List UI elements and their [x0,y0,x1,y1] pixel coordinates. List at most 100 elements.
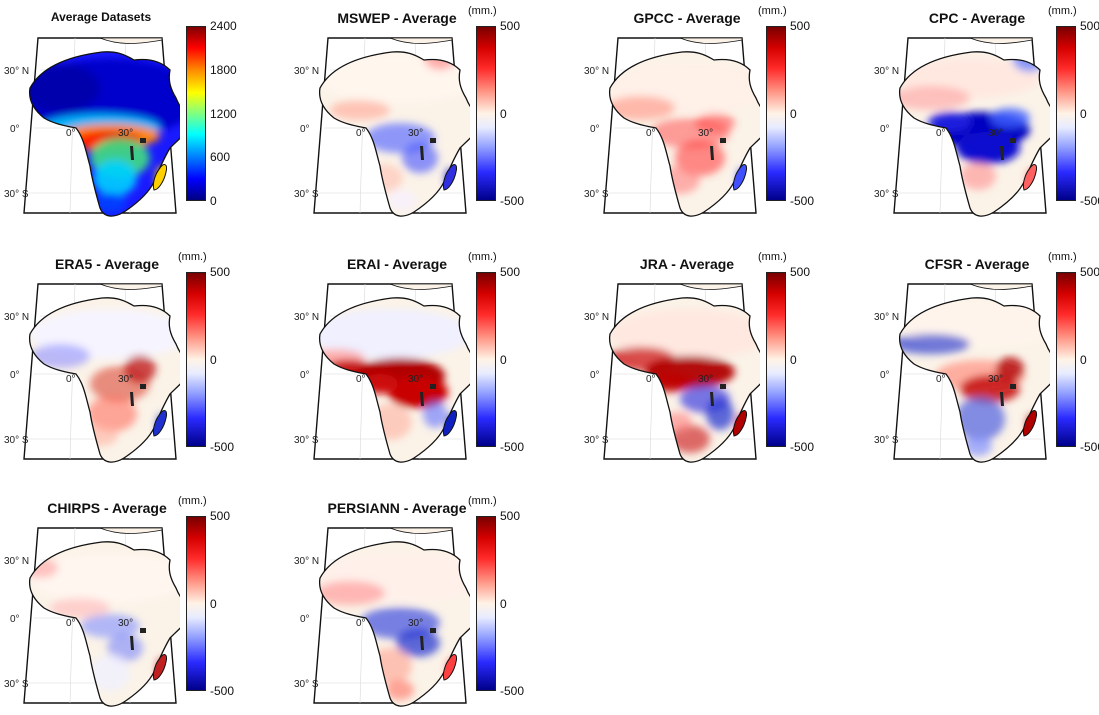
lon-label-30: 30° [118,128,133,139]
colorbar-tick-label: -500 [1080,194,1099,208]
lat-label-30n: 30° N [874,312,899,323]
lon-label-0: 0° [646,128,656,139]
colorbar-tick-label: 500 [1080,19,1099,33]
panel-cfsr: CFSR - Average (mm.) 30° N 0° 30° S 0° 30° 500 0… [870,251,1099,471]
colorbar-tick-label: -500 [500,684,525,698]
colorbar [476,516,496,691]
colorbar [766,272,786,447]
lat-label-30s: 30° S [584,189,609,200]
colorbar-tick-label: 500 [500,265,521,279]
colorbar-tick-label: -500 [500,194,525,208]
colorbar-tick-label: -500 [790,194,815,208]
colorbar [1056,272,1076,447]
panel-title: GPCC - Average [633,10,741,26]
lon-label-30: 30° [408,374,423,385]
colorbar-unit: (mm.) [468,251,497,263]
colorbar-tick-label: 0 [790,352,797,367]
colorbar-tick-label: 500 [500,509,521,523]
lon-label-0: 0° [356,374,366,385]
colorbar-tick-label: 0 [210,352,217,367]
panel-gpcc: GPCC - Average (mm.) 30° N 0° 30° S 0° 30° 500 0… [580,5,840,225]
lon-label-0: 0° [66,374,76,385]
lat-label-30n: 30° N [4,312,29,323]
madagascar [442,410,457,437]
colorbar-tick-label: 500 [1080,265,1099,279]
value-field [899,302,1050,456]
panel-title: ERAI - Average [346,256,448,272]
lat-label-30s: 30° S [294,435,319,446]
lat-label-30n: 30° N [294,66,319,77]
lat-label-30n: 30° N [4,66,29,77]
lat-label-30s: 30° S [584,435,609,446]
lat-label-30s: 30° S [4,189,29,200]
panel-title: MSWEP - Average [337,10,457,26]
lon-label-30: 30° [408,128,423,139]
panel-title: Average Datasets [50,10,152,24]
lat-label-eq: 0° [880,370,890,381]
colorbar-tick-label: 0 [210,596,217,611]
lon-label-0: 0° [936,374,946,385]
lat-label-eq: 0° [10,370,20,381]
colorbar-unit: (mm.) [178,251,207,263]
lat-label-30s: 30° S [294,679,319,690]
panel-persiann: PERSIANN - Average (mm.) 30° N 0° 30° S 0° 30°… [290,495,550,715]
lat-label-30n: 30° N [584,66,609,77]
lon-label-0: 0° [66,128,76,139]
lat-label-30n: 30° N [4,556,29,567]
colorbar-tick-label: 500 [210,509,231,523]
lat-label-eq: 0° [590,370,600,381]
lat-label-eq: 0° [300,124,310,135]
lon-label-0: 0° [646,374,656,385]
colorbar-tick-label: -500 [790,440,815,454]
panel-erai: ERAI - Average (mm.) 30° N 0° 30° S 0° 30° 500 0… [290,251,550,471]
madagascar [732,410,747,437]
lon-label-30: 30° [988,128,1003,139]
africa-map: 30° N 0° 30° S 0° 30° [294,527,470,707]
lon-label-30: 30° [698,128,713,139]
colorbar-tick-label: 0 [1080,106,1087,121]
lat-label-eq: 0° [300,370,310,381]
panel-chirps: CHIRPS - Average (mm.) 30° N 0° 30° S 0° 30° 50… [0,495,260,715]
colorbar-tick-label: 500 [500,19,521,33]
lat-label-30s: 30° S [874,435,899,446]
africa-map: 30° N 0° 30° S 0° 30° [584,37,760,217]
lat-label-30n: 30° N [294,556,319,567]
colorbar [476,26,496,201]
madagascar [1022,410,1037,437]
colorbar [1056,26,1076,201]
colorbar-unit: (mm.) [468,5,497,17]
lat-label-30n: 30° N [874,66,899,77]
panel-title: JRA - Average [639,256,735,272]
lat-label-eq: 0° [10,124,20,135]
panel-title: CHIRPS - Average [47,500,167,516]
lat-label-eq: 0° [590,124,600,135]
panel-era5: ERA5 - Average (mm.) 30° N 0° 30° S 0° 30° 500 0… [0,251,260,471]
africa-map: 30° N 0° 30° S 0° 30° [584,283,760,463]
colorbar-tick-label: 1200 [210,106,237,121]
lon-label-0: 0° [356,128,366,139]
panel-cpc: CPC - Average (mm.) 30° N 0° 30° S 0° 30° 500 0 -… [870,5,1099,225]
lon-label-30: 30° [408,618,423,629]
lon-label-0: 0° [356,618,366,629]
lon-label-30: 30° [698,374,713,385]
lat-label-30s: 30° S [4,435,29,446]
lon-label-30: 30° [988,374,1003,385]
colorbar-tick-label: -500 [1080,440,1099,454]
colorbar-tick-label: -500 [500,440,525,454]
lat-label-30s: 30° S [294,189,319,200]
lat-label-30n: 30° N [294,312,319,323]
colorbar-tick-label: 2400 [210,19,237,33]
madagascar [442,164,457,191]
lon-label-30: 30° [118,374,133,385]
colorbar-unit: (mm.) [1048,251,1077,263]
colorbar-tick-label: 500 [210,265,231,279]
colorbar [766,26,786,201]
africa-map: 30° N 0° 30° S 0° 30° [4,37,180,217]
africa-map: 30° N 0° 30° S 0° 30° [4,283,180,463]
value-field [29,553,180,691]
value-field [609,309,760,453]
panel-average-datasets: Average Datasets 30° N 0° 30° S 0° 30° 2400 180… [0,10,260,225]
africa-map: 30° N 0° 30° S 0° 30° [294,283,470,463]
colorbar [186,26,206,201]
colorbar-tick-label: 0 [500,352,507,367]
